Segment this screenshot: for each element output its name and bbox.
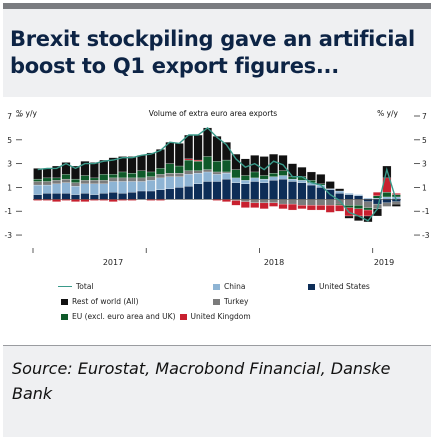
legend-label: China	[224, 282, 246, 291]
bar-segment	[278, 203, 288, 209]
bar-segment	[89, 162, 99, 179]
y-tick-label-right: 3	[422, 160, 427, 169]
bar-segment	[61, 162, 71, 175]
bar-segment	[288, 203, 297, 211]
y-tick-label-left: 1	[7, 183, 12, 192]
legend-swatch	[308, 283, 315, 290]
chart-title: Volume of extra euro area exports	[149, 109, 277, 118]
legend-label: United Kingdom	[190, 312, 251, 321]
legend-swatch	[213, 298, 220, 305]
separator	[3, 345, 431, 346]
total-line	[37, 126, 397, 222]
y-tick-label-left: -3	[5, 231, 13, 240]
bar-segment	[325, 205, 335, 213]
legend-label: United States	[319, 282, 370, 291]
legend-label: Turkey	[224, 297, 249, 306]
bar-segment	[80, 161, 90, 176]
legend-item-united-states: United States	[308, 282, 370, 291]
legend-item-total: Total	[58, 282, 94, 291]
bar-segment	[316, 174, 326, 184]
chart-area: Volume of extra euro area exports % y/y % …	[3, 97, 431, 345]
bar-segment	[118, 156, 128, 173]
bar-segment	[297, 205, 307, 209]
bar-segment	[391, 203, 401, 207]
y-axis-label-left: % y/y	[16, 109, 37, 118]
bar-segment	[344, 193, 354, 195]
bar-segment	[240, 201, 250, 208]
bar-segment	[231, 200, 241, 206]
y-tick-label-left: 5	[7, 136, 12, 145]
header-bar	[3, 3, 431, 9]
x-tick-label: 2017	[103, 258, 123, 267]
bar-segment	[146, 152, 156, 173]
x-tick-label: 2018	[264, 258, 284, 267]
bar-segment	[259, 202, 269, 209]
bar-segment	[325, 181, 335, 189]
legend-item-china: China	[213, 282, 245, 291]
y-tick-label-right: -3	[422, 231, 430, 240]
bar-segment	[108, 157, 118, 175]
chart-svg: Volume of extra euro area exports % y/y % …	[5, 109, 430, 267]
legend-swatch	[58, 286, 72, 287]
bar-segment	[391, 193, 401, 195]
y-tick-label-left: 7	[7, 112, 12, 121]
y-tick-label-left: 3	[7, 160, 12, 169]
bar-segment	[306, 205, 316, 211]
bar-segment	[99, 159, 109, 175]
y-tick-label-right: 5	[422, 136, 427, 145]
legend-item-rest-of-world: Rest of world (All)	[61, 297, 139, 306]
bar-segment	[335, 188, 345, 192]
legend-item-eu: EU (excl. euro area and UK) United Kingdo…	[61, 312, 251, 321]
legend-label: Rest of world (All)	[72, 297, 139, 306]
bar-segment	[344, 215, 354, 219]
x-tick-label: 2019	[374, 258, 394, 267]
bar-segment	[306, 171, 316, 181]
legend-swatch	[179, 313, 187, 320]
legend-label: EU (excl. euro area and UK)	[72, 312, 176, 321]
bar-segment	[156, 149, 165, 169]
legend-swatch	[61, 313, 68, 320]
bar-segment	[127, 156, 137, 174]
bar-segment	[269, 153, 278, 174]
legend-swatch	[213, 283, 220, 290]
source-note: Source: Eurostat, Macrobond Financial, D…	[12, 359, 391, 403]
bar-segment	[71, 165, 80, 180]
legend-swatch	[61, 298, 68, 305]
y-tick-label-right: -1	[422, 207, 430, 216]
y-tick-label-left: -1	[5, 207, 13, 216]
bar-segment	[354, 194, 363, 196]
figure-title: Brexit stockpiling gave an artificial bo…	[10, 27, 415, 78]
bar-segment	[335, 205, 345, 212]
bar-segment	[33, 168, 43, 180]
chart-legend: Total China United States Rest of world …	[3, 97, 431, 345]
legend-label: Total	[76, 282, 94, 291]
bar-segment	[316, 205, 326, 211]
y-tick-label-right: 1	[422, 183, 427, 192]
bar-segment	[382, 202, 392, 207]
bar-segment	[250, 202, 260, 208]
bar-segment	[52, 165, 61, 179]
bar-segment	[269, 202, 278, 207]
legend-item-turkey: Turkey	[213, 297, 248, 306]
y-tick-label-right: 7	[422, 112, 427, 121]
y-axis-label-right: % y/y	[377, 109, 398, 118]
bar-segment	[212, 136, 222, 162]
